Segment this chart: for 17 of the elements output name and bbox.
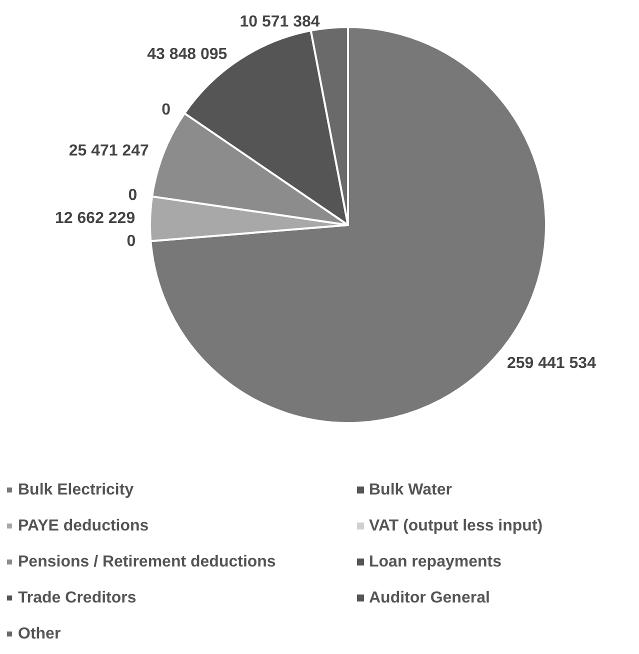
legend-label: Bulk Electricity <box>18 482 134 498</box>
data-label: 12 662 229 <box>55 210 136 228</box>
legend-label: Trade Creditors <box>18 590 136 606</box>
data-label: 43 848 095 <box>147 46 228 63</box>
legend-label: Loan repayments <box>369 554 502 570</box>
text: 0 <box>128 187 138 204</box>
legend-label: PAYE deductions <box>18 518 149 534</box>
legend-label: Other <box>18 626 61 642</box>
legend-label: Bulk Water <box>369 482 452 498</box>
legend-label: Pensions / Retirement deductions <box>18 554 276 570</box>
data-label: 25 471 247 <box>68 142 150 160</box>
text: 0 <box>162 101 171 118</box>
legend-label: Auditor General <box>369 590 490 606</box>
data-label: 259 441 534 <box>506 354 596 372</box>
legend-label: VAT (output less input) <box>369 518 543 534</box>
data-label: 10 571 384 <box>240 13 320 30</box>
text: 0 <box>126 233 136 250</box>
